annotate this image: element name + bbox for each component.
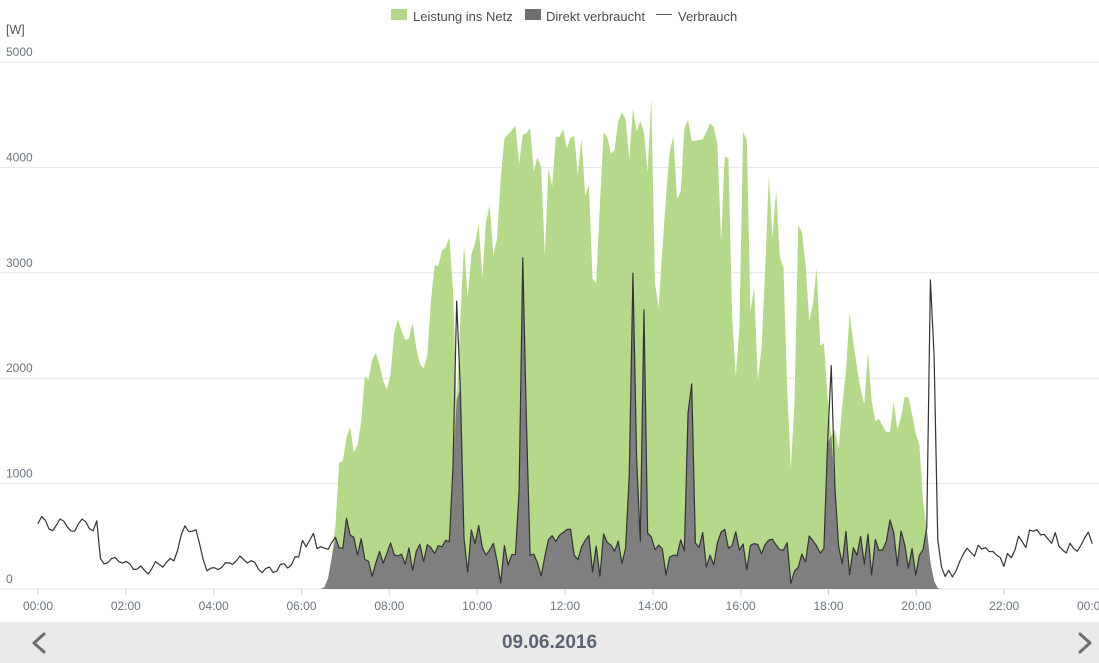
svg-text:5000: 5000 xyxy=(6,45,33,59)
svg-text:0: 0 xyxy=(6,572,13,586)
svg-text:16:00: 16:00 xyxy=(726,599,756,613)
svg-text:00:00: 00:00 xyxy=(23,599,53,613)
svg-text:12:00: 12:00 xyxy=(550,599,580,613)
svg-text:06:00: 06:00 xyxy=(286,599,316,613)
svg-text:20:00: 20:00 xyxy=(901,599,931,613)
svg-text:3000: 3000 xyxy=(6,256,33,270)
svg-text:22:00: 22:00 xyxy=(989,599,1019,613)
svg-text:08:00: 08:00 xyxy=(374,599,404,613)
svg-text:10:00: 10:00 xyxy=(462,599,492,613)
svg-text:2000: 2000 xyxy=(6,361,33,375)
svg-text:18:00: 18:00 xyxy=(813,599,843,613)
svg-text:00:00: 00:00 xyxy=(1077,599,1099,613)
svg-text:04:00: 04:00 xyxy=(199,599,229,613)
svg-text:02:00: 02:00 xyxy=(111,599,141,613)
svg-text:14:00: 14:00 xyxy=(638,599,668,613)
svg-text:4000: 4000 xyxy=(6,150,33,164)
svg-text:1000: 1000 xyxy=(6,467,33,481)
